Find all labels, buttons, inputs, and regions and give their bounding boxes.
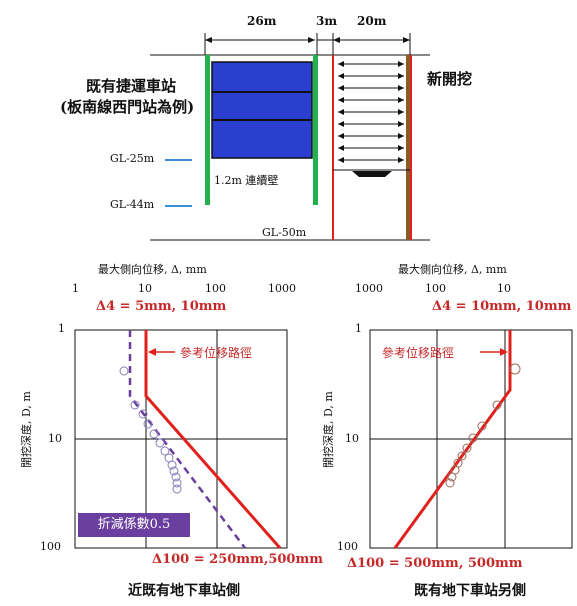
gl50-label: GL-50m [262,226,307,239]
right-reference-label: 參考位移路徑 [382,346,455,360]
gl25-label: GL-25m [110,152,155,165]
dim-26m-arrow-left [205,37,212,43]
dim-26m-label: 26m [247,14,277,28]
left-diaphragm-wall [205,55,210,205]
left-ytick-10: 10 [48,432,62,445]
left-ytick-1: 1 [58,322,65,335]
right-measured-points [445,363,521,488]
right-diaphragm-wall [313,55,318,205]
reduction-factor-badge: 折減係數0.5 [78,513,190,537]
left-reduced-path [128,330,246,549]
right-y-axis-label: 開挖深度, D, m [322,391,335,468]
left-reference-label: 參考位移路徑 [180,346,253,360]
right-ref-arrow-head [500,348,508,356]
left-xtick-1000: 1000 [268,282,296,295]
gl44-label: GL-44m [110,198,155,211]
right-delta100-label: Δ100 = 500mm, 500mm [347,556,523,571]
right-reference-path [393,330,512,549]
left-measured-points [119,366,182,494]
right-ytick-100: 100 [337,540,358,553]
new-wall-right-brown [406,55,410,240]
station-title: 既有捷運車站 [86,77,177,95]
left-ytick-100: 100 [40,540,61,553]
left-caption: 近既有地下車站側 [128,583,240,599]
left-xtick-1: 1 [72,282,79,295]
right-delta4-label: Δ4 = 10mm, 10mm [432,299,572,314]
right-ytick-1: 1 [355,322,362,335]
right-xtick-100: 100 [425,282,446,295]
left-y-axis-label: 開挖深度, D, m [20,391,33,468]
left-xtick-10: 10 [138,282,152,295]
strut-arrows [338,63,404,161]
station-subtitle: (板南線西門站為例) [60,98,195,116]
right-caption: 既有地下車站另側 [414,583,526,599]
excavation-soil-mound [352,171,392,177]
dim-20m-label: 20m [357,14,387,28]
left-delta100-label: Δ100 = 250mm,500mm [152,552,323,567]
strut-arrowheads [338,61,404,163]
right-axis-title: 最大側向位移, Δ, mm [398,263,507,276]
wall-thickness-label: 1.2m 連續壁 [214,174,279,187]
dim-3m-label: 3m [316,14,338,28]
dim-20m-arrow-left [333,37,340,43]
left-delta4-label: Δ4 = 5mm, 10mm [96,299,227,314]
station-box [211,61,313,159]
right-xtick-10: 10 [497,282,511,295]
right-ytick-10: 10 [345,432,359,445]
left-reference-path [144,330,282,549]
left-axis-title: 最大側向位移, Δ, mm [98,263,207,276]
dim-26m-arrow-right [308,37,315,43]
left-xtick-100: 100 [205,282,226,295]
new-excavation-label: 新開挖 [427,70,473,88]
right-xtick-1000: 1000 [355,282,383,295]
left-ref-arrow-head [148,348,156,356]
dim-20m-arrow-right [403,37,410,43]
